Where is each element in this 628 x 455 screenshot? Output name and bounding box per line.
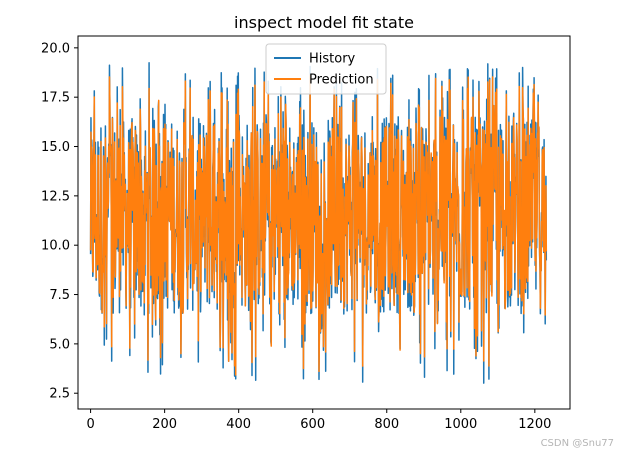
- y-tick-label: 5.0: [49, 337, 70, 352]
- x-tick-label: 200: [152, 417, 177, 432]
- plot-area: [89, 61, 548, 384]
- y-tick-label: 15.0: [41, 140, 70, 155]
- x-tick-label: 1000: [444, 417, 477, 432]
- y-tick-label: 2.5: [49, 387, 70, 402]
- axes-frame: [77, 35, 571, 410]
- y-tick-label: 7.5: [49, 288, 70, 303]
- legend-label-history: History: [309, 52, 356, 67]
- y-axis-ticks: 2.5 5.0 7.5 10.0 12.5 15.0 17.5 20.0: [41, 41, 78, 402]
- y-tick-label: 20.0: [41, 41, 70, 56]
- x-tick-label: 600: [300, 417, 325, 432]
- watermark: CSDN @Snu77: [540, 438, 614, 449]
- y-tick-label: 10.0: [41, 239, 70, 254]
- x-tick-label: 0: [86, 417, 94, 432]
- x-tick-label: 1200: [518, 417, 551, 432]
- series-line-prediction: [89, 74, 548, 376]
- x-axis-ticks: 0 200 400 600 800 1000 1200: [86, 409, 551, 432]
- y-tick-label: 12.5: [41, 189, 70, 204]
- chart-title: inspect model fit state: [234, 13, 414, 32]
- legend: History Prediction: [265, 43, 387, 95]
- y-tick-label: 17.5: [41, 91, 70, 106]
- x-tick-label: 800: [374, 417, 399, 432]
- x-tick-label: 400: [226, 417, 251, 432]
- legend-label-prediction: Prediction: [309, 73, 374, 88]
- legend-box: [265, 43, 387, 95]
